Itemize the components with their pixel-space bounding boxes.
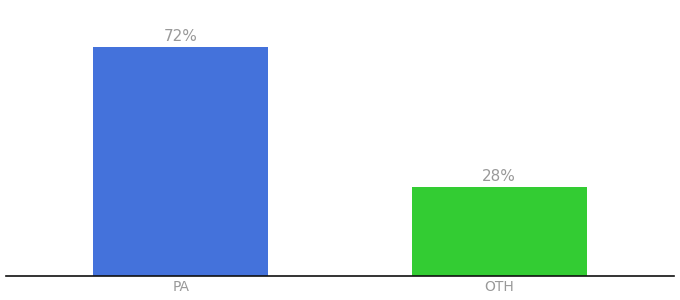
Text: 72%: 72% — [164, 29, 198, 44]
Bar — [411, 187, 587, 276]
Text: 28%: 28% — [482, 169, 516, 184]
Bar — [93, 47, 269, 276]
